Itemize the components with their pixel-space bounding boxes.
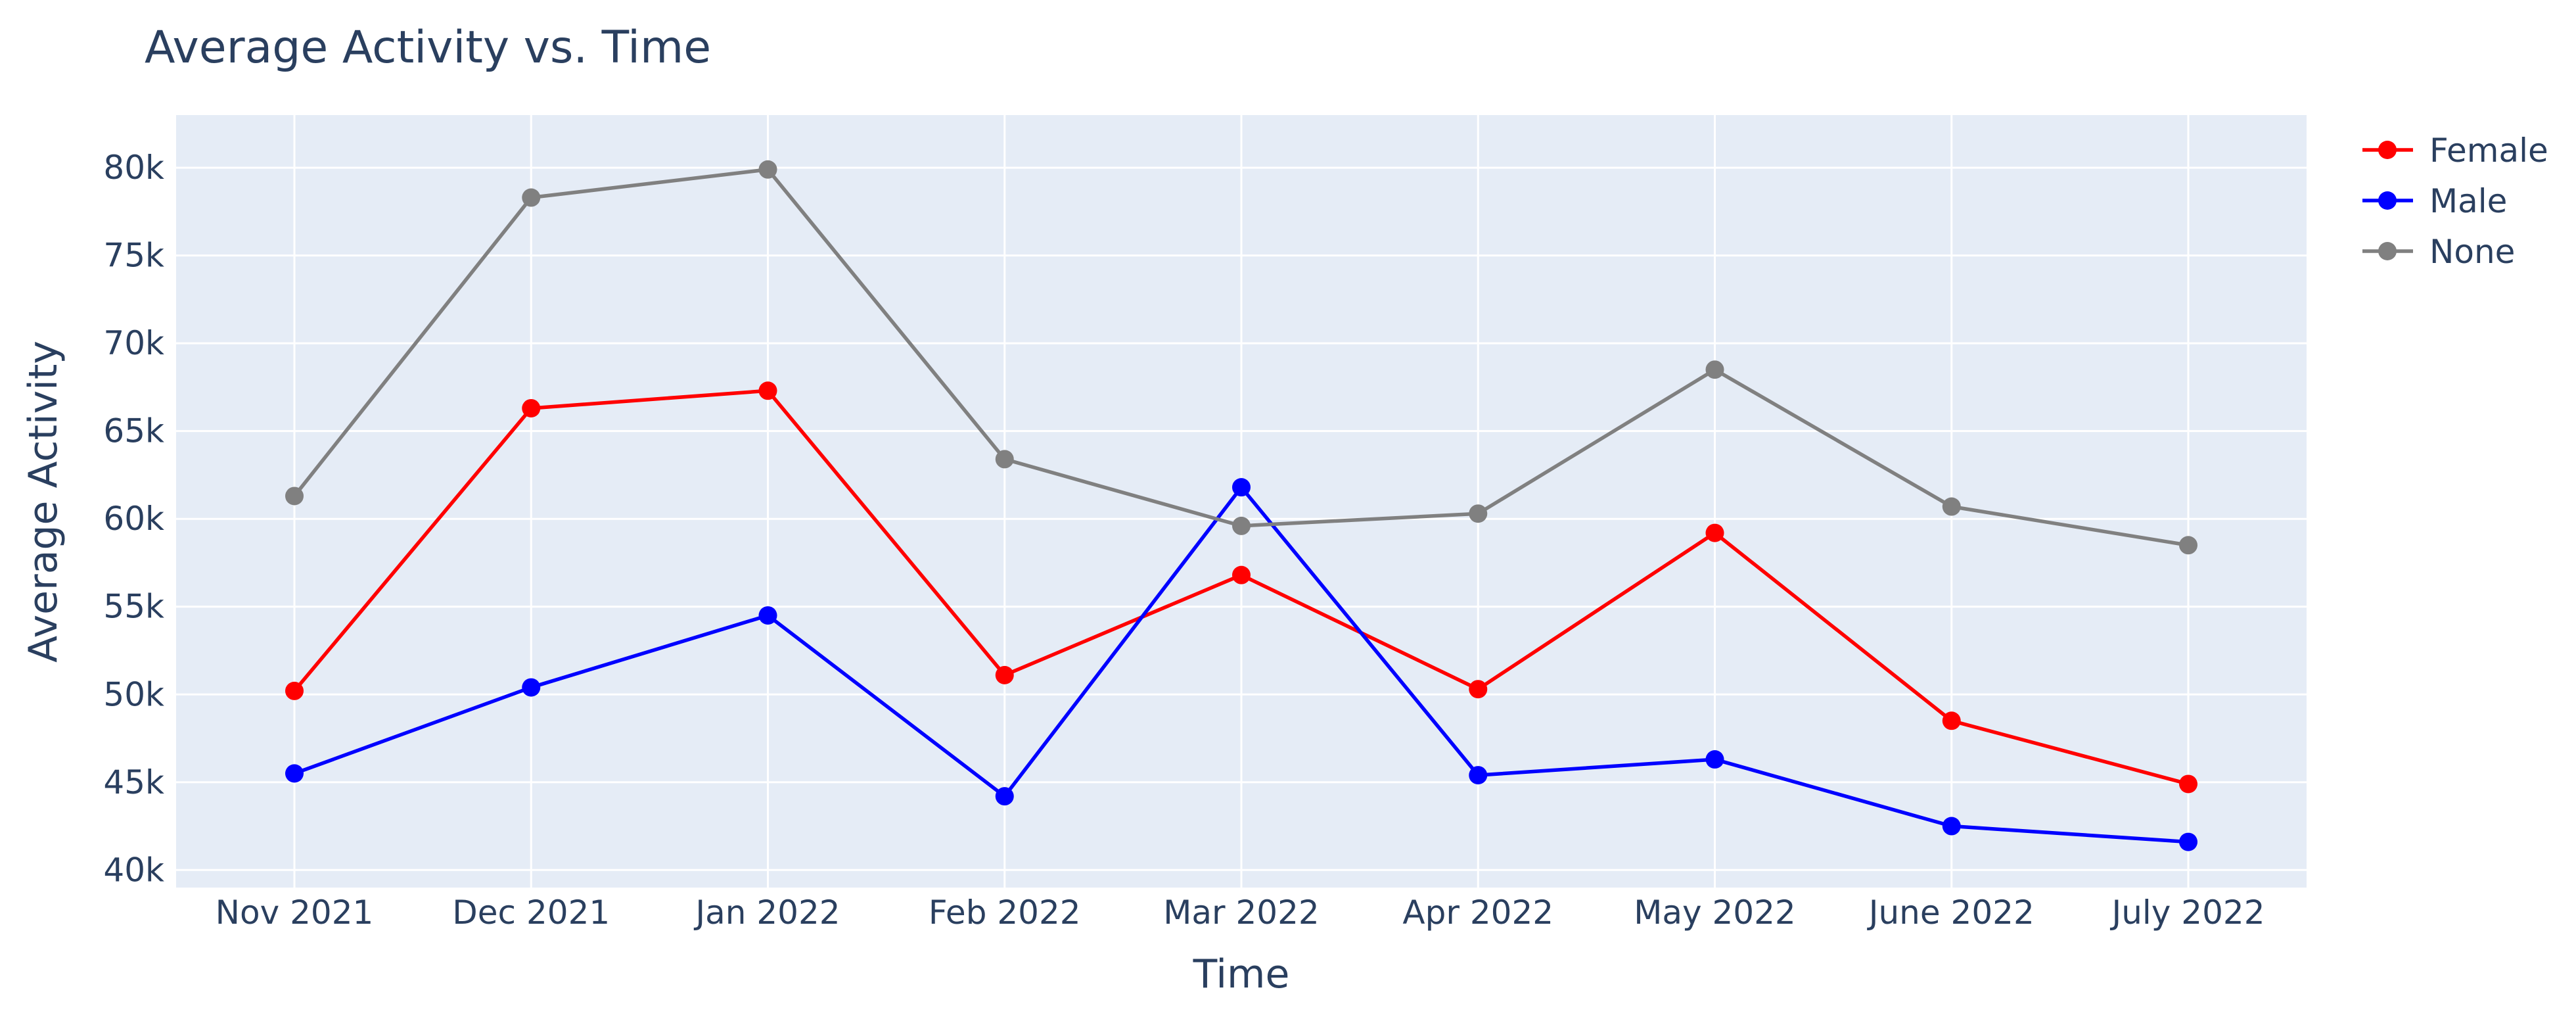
y-tick-label-45k: 45k — [103, 763, 164, 801]
data-point-male-mar-2022[interactable] — [1232, 478, 1251, 497]
series-none — [285, 160, 2197, 555]
data-point-female-june-2022[interactable] — [1942, 711, 1961, 730]
x-tick-label-may-2022: May 2022 — [1634, 893, 1796, 932]
y-tick-label-40k: 40k — [103, 851, 164, 889]
data-point-none-jan-2022[interactable] — [758, 160, 777, 179]
data-point-none-apr-2022[interactable] — [1469, 504, 1488, 523]
data-point-female-apr-2022[interactable] — [1469, 680, 1488, 699]
y-tick-label-55k: 55k — [103, 588, 164, 626]
data-point-female-feb-2022[interactable] — [995, 665, 1014, 684]
x-tick-label-feb-2022: Feb 2022 — [929, 893, 1081, 932]
data-point-female-july-2022[interactable] — [2179, 774, 2197, 794]
x-tick-label-dec-2021: Dec 2021 — [452, 893, 610, 932]
y-axis-title: Average Activity — [20, 341, 66, 663]
data-point-none-july-2022[interactable] — [2179, 536, 2197, 555]
series-lines — [285, 160, 2197, 851]
data-point-none-june-2022[interactable] — [1942, 497, 1961, 516]
x-tick-label-apr-2022: Apr 2022 — [1402, 893, 1553, 932]
series-male — [285, 478, 2197, 851]
y-tick-label-60k: 60k — [103, 500, 164, 538]
data-point-male-nov-2021[interactable] — [285, 764, 304, 783]
data-point-none-feb-2022[interactable] — [995, 450, 1014, 469]
x-tick-label-nov-2021: Nov 2021 — [216, 893, 374, 932]
data-point-male-july-2022[interactable] — [2179, 832, 2197, 851]
y-tick-label-65k: 65k — [103, 412, 164, 450]
x-tick-label-jan-2022: Jan 2022 — [693, 893, 840, 932]
data-point-female-jan-2022[interactable] — [758, 381, 777, 400]
chart-title: Average Activity vs. Time — [145, 22, 711, 74]
x-tick-label-july-2022: July 2022 — [2109, 893, 2265, 932]
y-tick-label-50k: 50k — [103, 675, 164, 713]
legend-swatch-marker-none — [2378, 242, 2397, 260]
x-tick-label-mar-2022: Mar 2022 — [1163, 893, 1319, 932]
legend-label-none: None — [2429, 233, 2515, 271]
series-female — [285, 381, 2197, 794]
data-point-female-mar-2022[interactable] — [1232, 565, 1251, 584]
x-axis-title: Time — [1193, 951, 1290, 997]
data-point-none-may-2022[interactable] — [1705, 360, 1724, 379]
y-tick-label-70k: 70k — [103, 324, 164, 362]
x-tick-label-june-2022: June 2022 — [1867, 893, 2035, 932]
legend-label-male: Male — [2429, 182, 2507, 220]
data-point-male-jan-2022[interactable] — [758, 606, 777, 625]
data-point-none-nov-2021[interactable] — [285, 487, 304, 506]
legend-label-female: Female — [2429, 131, 2548, 170]
data-point-female-may-2022[interactable] — [1705, 523, 1724, 542]
legend-swatch-marker-male — [2378, 191, 2397, 210]
data-point-male-may-2022[interactable] — [1705, 750, 1724, 769]
legend-item-none[interactable]: None — [2362, 233, 2515, 271]
data-point-male-apr-2022[interactable] — [1469, 766, 1488, 785]
data-point-none-mar-2022[interactable] — [1232, 516, 1251, 535]
data-point-female-dec-2021[interactable] — [522, 398, 541, 417]
y-axis-ticks: 40k 45k 50k 55k 60k 65k 70k 75k 80k — [103, 149, 164, 889]
data-point-male-june-2022[interactable] — [1942, 817, 1961, 836]
legend-item-female[interactable]: Female — [2362, 131, 2548, 170]
data-point-male-dec-2021[interactable] — [522, 678, 541, 697]
y-tick-label-80k: 80k — [103, 149, 164, 187]
data-point-male-feb-2022[interactable] — [995, 787, 1014, 806]
x-axis-ticks: Nov 2021 Dec 2021 Jan 2022 Feb 2022 Mar 2022… — [216, 893, 2265, 932]
data-point-none-dec-2021[interactable] — [522, 188, 541, 207]
data-point-female-nov-2021[interactable] — [285, 681, 304, 700]
legend-item-male[interactable]: Male — [2362, 182, 2507, 220]
y-tick-label-75k: 75k — [103, 237, 164, 275]
legend[interactable]: Female Male None — [2362, 131, 2548, 271]
legend-swatch-marker-female — [2378, 141, 2397, 159]
